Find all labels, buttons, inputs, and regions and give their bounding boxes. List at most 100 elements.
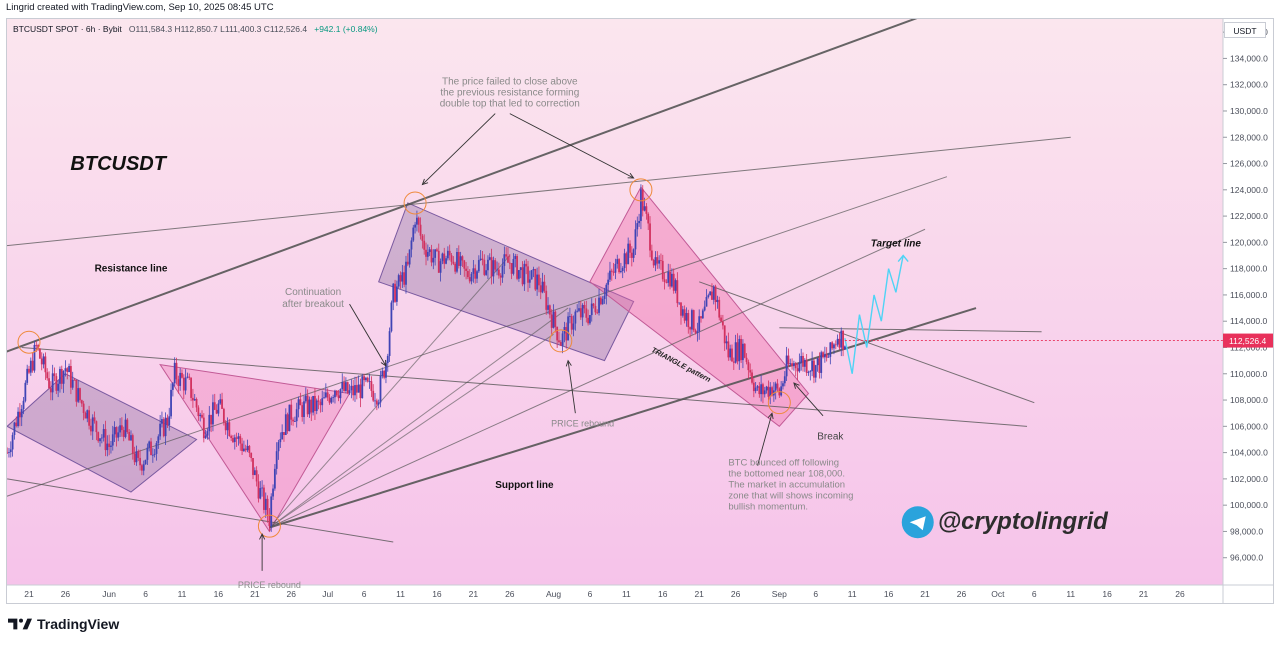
candle-body xyxy=(692,310,695,331)
candle-body xyxy=(687,313,690,328)
currency-selector[interactable]: USDT xyxy=(1224,22,1266,38)
candle-body xyxy=(255,470,258,482)
candle-body xyxy=(159,423,162,437)
candle-body xyxy=(18,411,21,418)
candle-body xyxy=(501,265,504,278)
candle-body xyxy=(202,417,205,439)
candle-body xyxy=(328,397,331,403)
candle-body xyxy=(120,425,123,431)
candle-body xyxy=(95,421,98,433)
candle-body xyxy=(672,273,675,291)
candle-body xyxy=(343,382,345,391)
candle-body xyxy=(840,330,843,348)
candle-body xyxy=(106,443,109,451)
candle-body xyxy=(570,316,573,330)
candle-body xyxy=(780,386,783,396)
candle-body xyxy=(385,363,387,378)
candle-body xyxy=(721,321,724,326)
candle-body xyxy=(619,271,622,273)
candle-body xyxy=(652,259,655,266)
candle-body xyxy=(507,256,509,263)
candle-body xyxy=(352,385,355,396)
arrow-to-rebound-2-head xyxy=(565,359,572,367)
time-tick-label: Aug xyxy=(546,589,561,599)
plot-background xyxy=(7,19,1223,585)
candle-body xyxy=(725,341,728,344)
time-tick-label: 11 xyxy=(848,589,857,599)
candle-body xyxy=(190,377,192,398)
candle-body xyxy=(166,417,169,426)
candle-body xyxy=(476,271,478,279)
candle-body xyxy=(647,213,650,224)
candle-body xyxy=(24,382,27,401)
resistance-label: Resistance line xyxy=(95,263,168,274)
candle-body xyxy=(75,379,78,402)
candle-body xyxy=(304,395,307,402)
candle-body xyxy=(428,249,431,253)
candle-body xyxy=(68,366,70,373)
break-label: Break xyxy=(817,431,844,442)
candle-body xyxy=(654,257,657,266)
change-value: +942.1 (+0.84%) xyxy=(314,24,378,34)
candle-body xyxy=(208,414,211,432)
candle-body xyxy=(536,274,539,290)
btc-bounced-label: BTC bounced off following xyxy=(728,458,839,469)
candle-body xyxy=(731,348,733,362)
candle-body xyxy=(711,291,713,300)
candle-body xyxy=(576,310,579,312)
candle-body xyxy=(355,385,358,393)
candle-body xyxy=(490,257,493,277)
candle-body xyxy=(253,470,256,475)
candle-body xyxy=(88,410,90,426)
candle-body xyxy=(110,445,112,448)
candle-body xyxy=(84,412,87,419)
candle-body xyxy=(312,395,315,413)
candle-body xyxy=(126,419,129,432)
candle-body xyxy=(284,414,287,435)
candle-body xyxy=(348,390,351,394)
candle-body xyxy=(193,398,196,401)
candle-body xyxy=(290,404,293,420)
candle-body xyxy=(46,372,49,379)
candle-body xyxy=(621,268,624,272)
candle-body xyxy=(377,402,380,405)
candle-body xyxy=(763,390,766,395)
candle-body xyxy=(718,299,721,318)
triangle-upper-line xyxy=(699,281,1035,404)
time-tick-label: 6 xyxy=(143,589,148,599)
price-tick-label: 128,000.0 xyxy=(1230,132,1268,142)
candle-body xyxy=(386,355,389,364)
candle-body xyxy=(137,451,140,458)
candle-body xyxy=(9,449,12,453)
candle-body xyxy=(394,283,396,302)
price-tick-label: 98,000.0 xyxy=(1230,526,1263,536)
fan-line-4 xyxy=(269,333,554,528)
candle-body xyxy=(665,281,668,283)
candle-body xyxy=(561,333,564,346)
candle-body xyxy=(79,388,81,401)
candle-body xyxy=(732,361,735,363)
candle-body xyxy=(791,363,793,367)
annotations: BTCUSDT Resistance line Support line Contin… xyxy=(70,77,1109,590)
candle-body xyxy=(683,309,686,321)
time-tick-label: 21 xyxy=(694,589,704,599)
price-chart[interactable]: 96,000.0 98,000.0 100,000.0 102,000.0 104,00… xyxy=(7,19,1274,604)
candle-body xyxy=(505,254,508,257)
candle-body xyxy=(538,274,540,286)
candle-body xyxy=(707,295,710,297)
candle-body xyxy=(184,377,187,391)
candle-body xyxy=(128,431,131,441)
candle-body xyxy=(59,368,61,384)
candle-body xyxy=(767,386,770,397)
candle-body xyxy=(268,515,271,527)
chart-panel[interactable]: 96,000.0 98,000.0 100,000.0 102,000.0 104,00… xyxy=(6,18,1274,604)
candle-body xyxy=(623,253,626,269)
candle-body xyxy=(164,417,167,437)
candle-body xyxy=(288,404,291,432)
candle-body xyxy=(168,416,171,426)
candle-body xyxy=(217,403,220,414)
candle-body xyxy=(374,400,376,402)
candle-body xyxy=(636,223,639,230)
candle-body xyxy=(574,311,577,324)
candle-body xyxy=(365,377,367,381)
